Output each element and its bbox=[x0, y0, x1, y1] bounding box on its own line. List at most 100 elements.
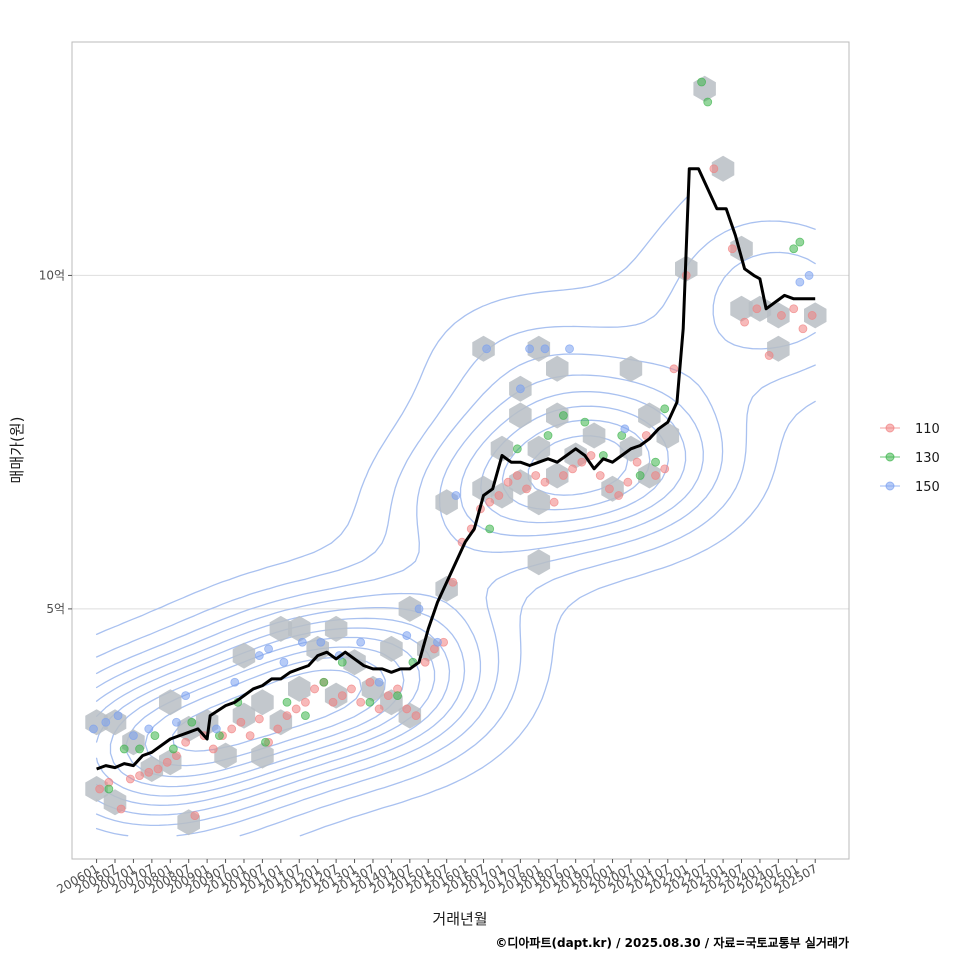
data-point-150 bbox=[620, 424, 630, 434]
data-point-110 bbox=[623, 477, 633, 487]
data-point-110 bbox=[291, 704, 301, 714]
data-point-110 bbox=[190, 811, 200, 821]
data-point-130 bbox=[789, 244, 799, 254]
data-point-110 bbox=[807, 311, 817, 320]
data-point-110 bbox=[448, 577, 458, 587]
data-point-110 bbox=[227, 724, 237, 734]
y-tick-label: 10억 bbox=[39, 268, 65, 282]
data-point-150 bbox=[356, 637, 366, 647]
hexbin bbox=[324, 615, 348, 642]
data-point-110 bbox=[273, 724, 283, 734]
hexbin bbox=[638, 462, 661, 489]
data-point-110 bbox=[236, 717, 246, 727]
data-point-110 bbox=[669, 364, 679, 374]
data-point-130 bbox=[119, 744, 129, 754]
data-point-110 bbox=[586, 451, 596, 460]
data-point-110 bbox=[125, 774, 135, 784]
data-point-110 bbox=[531, 471, 541, 480]
hexbin bbox=[546, 402, 569, 429]
data-point-110 bbox=[651, 471, 660, 480]
hexbin bbox=[619, 355, 643, 382]
hexbin bbox=[288, 615, 311, 642]
hexbin bbox=[582, 422, 606, 449]
hexbin bbox=[730, 295, 753, 322]
trend-line-layer bbox=[96, 167, 816, 771]
y-tick-label: 5억 bbox=[46, 602, 65, 616]
data-point-150 bbox=[144, 724, 154, 734]
data-point-150 bbox=[565, 344, 574, 354]
data-point-150 bbox=[181, 691, 191, 700]
hexbin-layer bbox=[85, 75, 827, 836]
data-point-110 bbox=[577, 457, 587, 467]
data-point-110 bbox=[485, 497, 495, 507]
trend-line bbox=[96, 167, 816, 771]
legend-label: 110 bbox=[915, 422, 940, 437]
data-point-110 bbox=[512, 471, 522, 480]
x-axis-ticks: 2006012006072007012007072008012008072009… bbox=[54, 859, 820, 897]
data-point-130 bbox=[697, 77, 706, 87]
data-point-110 bbox=[374, 704, 384, 714]
data-point-110 bbox=[632, 457, 642, 467]
data-point-130 bbox=[543, 431, 553, 440]
contour-line bbox=[95, 374, 704, 827]
data-point-130 bbox=[301, 711, 310, 721]
data-point-110 bbox=[162, 757, 172, 767]
hexbin bbox=[214, 742, 237, 769]
hexbin bbox=[527, 435, 551, 462]
data-point-150 bbox=[525, 344, 535, 354]
data-point-150 bbox=[264, 644, 273, 654]
hexbin bbox=[527, 489, 551, 516]
contour-line bbox=[95, 220, 816, 837]
hexbin bbox=[509, 402, 532, 429]
data-point-110 bbox=[494, 491, 504, 500]
scatter-points bbox=[89, 77, 817, 821]
data-point-150 bbox=[172, 717, 181, 727]
contour-line bbox=[95, 194, 816, 837]
data-point-110 bbox=[383, 691, 393, 700]
data-point-130 bbox=[635, 471, 645, 480]
hexbin bbox=[398, 595, 422, 622]
hexbin bbox=[288, 675, 311, 702]
data-point-150 bbox=[297, 637, 307, 647]
data-point-110 bbox=[605, 484, 614, 494]
data-point-110 bbox=[95, 784, 105, 794]
hexbin bbox=[251, 742, 274, 769]
contour-line bbox=[95, 391, 687, 816]
data-point-150 bbox=[211, 724, 221, 734]
hexbin bbox=[527, 335, 551, 362]
data-point-130 bbox=[150, 731, 160, 741]
data-point-110 bbox=[789, 304, 799, 314]
data-point-110 bbox=[777, 311, 786, 320]
data-point-110 bbox=[337, 691, 347, 700]
data-point-150 bbox=[402, 631, 412, 640]
data-point-110 bbox=[614, 491, 624, 500]
hexbin bbox=[251, 689, 274, 716]
hexbin bbox=[711, 155, 735, 182]
data-point-110 bbox=[549, 497, 559, 507]
legend: 110 130 150 bbox=[880, 422, 940, 495]
contour-line bbox=[95, 251, 816, 837]
panel-border bbox=[71, 41, 850, 860]
data-point-150 bbox=[540, 344, 550, 354]
data-point-130 bbox=[135, 744, 144, 754]
data-point-130 bbox=[651, 457, 660, 467]
y-axis-title: 매매가(원) bbox=[8, 417, 26, 484]
data-point-130 bbox=[393, 691, 402, 700]
data-point-110 bbox=[764, 351, 774, 360]
data-point-150 bbox=[374, 677, 384, 687]
data-point-150 bbox=[254, 651, 264, 660]
data-point-110 bbox=[752, 304, 762, 314]
hexbin bbox=[546, 462, 569, 489]
data-point-110 bbox=[798, 324, 808, 334]
data-point-110 bbox=[153, 764, 163, 774]
data-point-110 bbox=[254, 714, 264, 724]
data-point-150 bbox=[515, 384, 525, 394]
data-point-110 bbox=[420, 657, 430, 667]
data-point-130 bbox=[261, 737, 270, 747]
data-point-130 bbox=[282, 697, 292, 707]
data-point-110 bbox=[727, 244, 737, 254]
legend-label: 150 bbox=[915, 480, 940, 495]
data-point-150 bbox=[804, 271, 814, 280]
data-point-110 bbox=[568, 464, 577, 474]
